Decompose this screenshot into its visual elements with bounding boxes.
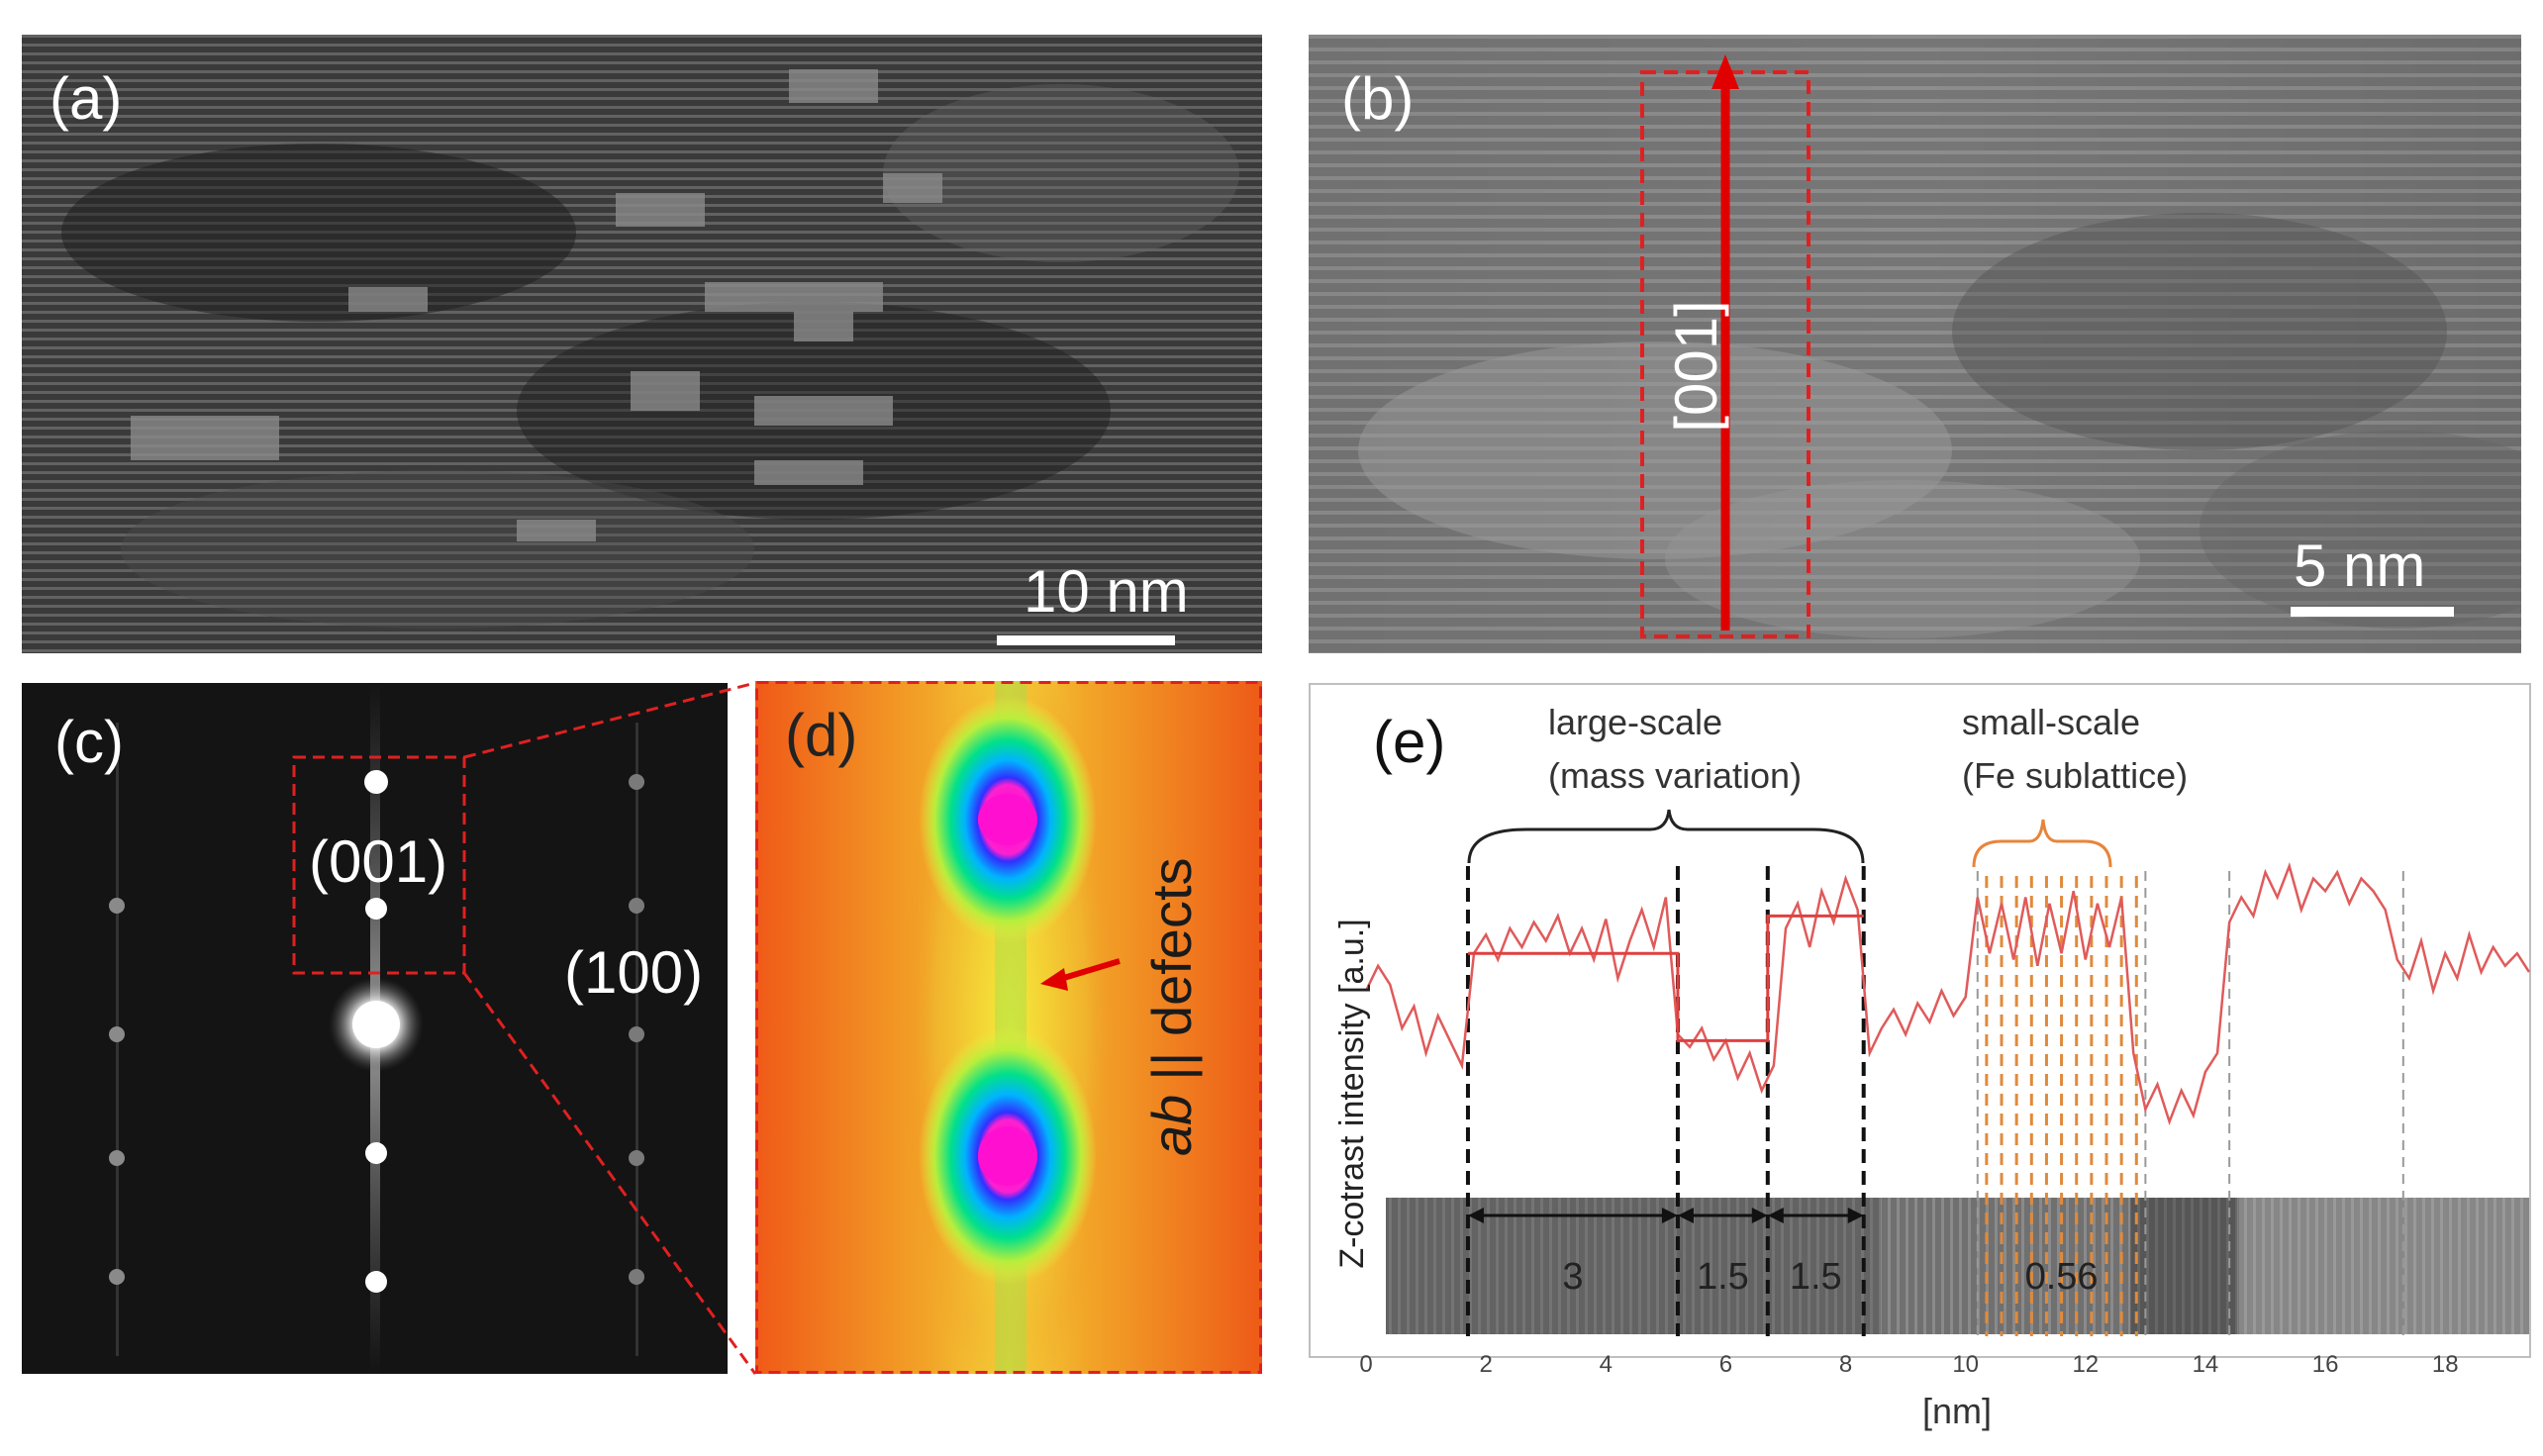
panel-e-marker-lines	[1465, 866, 2404, 1336]
panel-c-label: (c)	[54, 709, 124, 775]
panel-e-small-scale-title: small-scale	[1962, 702, 2140, 742]
panel-a-tem-image: (a) 10 nm	[22, 35, 1262, 653]
panel-d-texture: ab|| defects	[755, 681, 1262, 1374]
panel-e-large-scale-title: large-scale	[1548, 702, 1722, 742]
panel-b-label: (b)	[1341, 65, 1415, 132]
panel-e-large-scale-brace	[1467, 809, 1865, 864]
panel-d-defect-arrow	[1056, 958, 1121, 983]
x-tick-label: 6	[1719, 1351, 1732, 1378]
panel-b-scale-bar-label: 5 nm	[2294, 533, 2426, 599]
panel-e-x-axis-label: [nm]	[1922, 1391, 1992, 1431]
x-tick-label: 0	[1359, 1351, 1372, 1378]
measurement-label: 3	[1562, 1256, 1583, 1298]
panel-b-direction-label: [001]	[1663, 300, 1729, 432]
panel-d-annotation: ab|| defects	[1140, 858, 1203, 1157]
panel-d-zoomed-diffraction: ab|| defects (d)	[755, 681, 1262, 1374]
measurement-label: 0.56	[2025, 1256, 2099, 1298]
panel-e-large-scale-subtitle: (mass variation)	[1548, 755, 1802, 796]
panel-e-x-axis-ticks: 0 2 4 6 8 10 12 14 16 18	[1359, 1351, 2458, 1378]
panel-b-tem-image: [001] (b) 5 nm	[1309, 35, 2521, 653]
x-tick-label: 16	[2312, 1351, 2339, 1378]
measurement-label: 1.5	[1697, 1256, 1749, 1298]
panel-c-diffraction-spots	[109, 770, 644, 1293]
x-tick-label: 4	[1600, 1351, 1613, 1378]
measurement-label: 1.5	[1790, 1256, 1842, 1298]
panel-e-small-scale-brace	[1972, 819, 2112, 868]
panel-a-label: (a)	[49, 65, 123, 132]
panel-b-scale-bar	[2291, 607, 2454, 617]
x-tick-label: 14	[2193, 1351, 2219, 1378]
intensity-trace-line	[1364, 862, 2531, 1126]
panel-a-scale-bar	[997, 635, 1175, 645]
panel-c-selection-box	[292, 755, 466, 975]
panel-e-y-axis-label: Z-cotrast intensity [a.u.]	[1333, 919, 1371, 1268]
x-tick-label: 18	[2432, 1351, 2459, 1378]
panel-e-svg: 3 1.5 1.5 0.56 0 2 4 6 8 10 12 14 16 18 large-scale …	[1309, 683, 2531, 1431]
x-tick-label: 12	[2072, 1351, 2099, 1378]
panel-a-scale-bar-label: 10 nm	[1024, 558, 1189, 625]
panel-d-label: (d)	[785, 702, 858, 768]
step-level-line	[1467, 914, 1864, 1042]
measurement-arrowhead-left	[1767, 1208, 1784, 1223]
measurement-arrowhead-left	[1467, 1208, 1484, 1223]
measurement-arrowhead-left	[1677, 1208, 1694, 1223]
panel-b-texture: [001]	[1309, 35, 2521, 653]
panel-c-spot-001-label: (001)	[309, 828, 448, 895]
measurement-arrowhead-right	[1751, 1208, 1768, 1223]
x-tick-label: 2	[1479, 1351, 1492, 1378]
panel-e-trace	[1364, 862, 2531, 1126]
panel-e-small-scale-subtitle: (Fe sublattice)	[1962, 755, 2188, 796]
panel-e-label: (e)	[1373, 709, 1446, 775]
panel-c-texture	[109, 683, 644, 1374]
measurement-arrowhead-right	[1847, 1208, 1864, 1223]
panel-a-texture	[22, 35, 1262, 653]
x-tick-label: 10	[1952, 1351, 1979, 1378]
panel-e-intensity-plot: 3 1.5 1.5 0.56 0 2 4 6 8 10 12 14 16 18 large-scale …	[1309, 683, 2531, 1456]
panel-e-measurement-arrows: 3 1.5 1.5 0.56	[1467, 1208, 2099, 1298]
panel-b-selection-box	[1640, 70, 1810, 638]
panel-e-stem-strip	[1386, 1198, 2529, 1334]
panel-c-spot-100-label: (100)	[564, 939, 704, 1006]
panel-c-diffraction-pattern: (c) (001) (100)	[22, 683, 728, 1374]
measurement-arrowhead-right	[1661, 1208, 1678, 1223]
x-tick-label: 8	[1839, 1351, 1852, 1378]
